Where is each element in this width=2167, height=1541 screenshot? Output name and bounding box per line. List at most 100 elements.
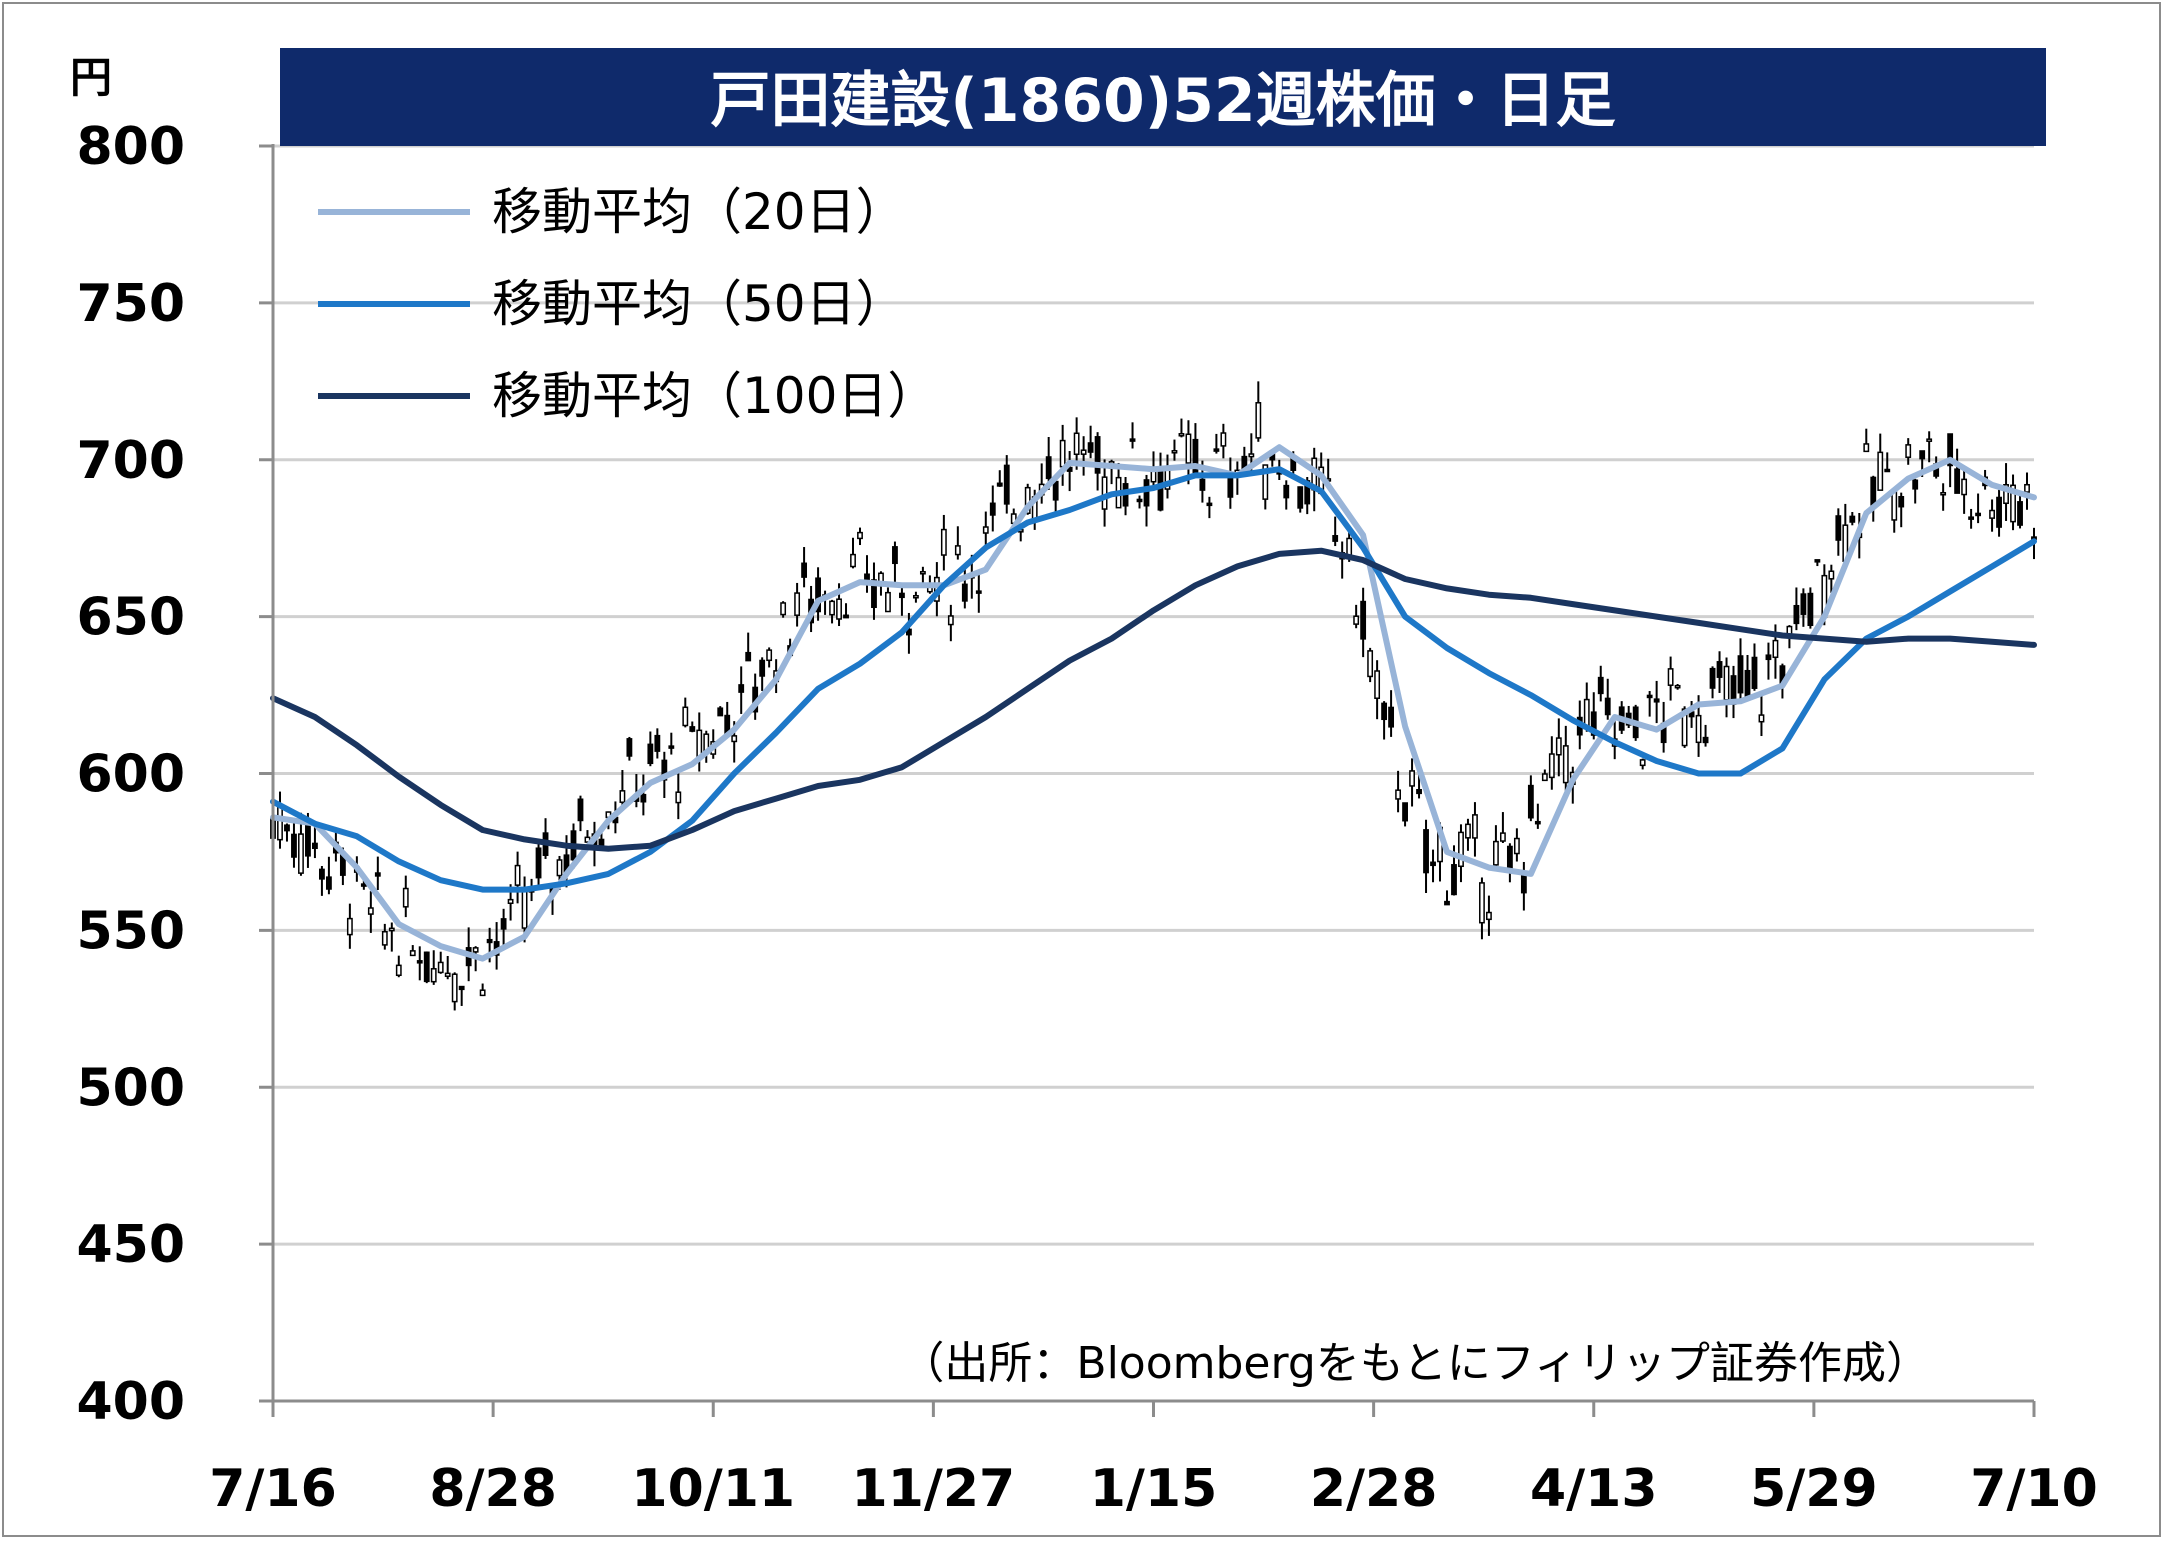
candle-body [1374, 670, 1381, 699]
candle-body [1912, 479, 1919, 490]
candle-body [367, 907, 374, 915]
legend: 移動平均（20日） 移動平均（50日） 移動平均（100日） [318, 183, 937, 425]
y-tick-label: 750 [76, 274, 185, 334]
candle-body [836, 598, 842, 620]
candle-body [982, 526, 989, 534]
y-axis-unit: 円 [70, 53, 112, 102]
x-tick-label: 7/10 [1970, 1459, 2098, 1519]
candle-body [1472, 814, 1478, 839]
candle-body [1681, 708, 1688, 747]
candle-body [1793, 604, 1800, 625]
candle-body [1073, 432, 1080, 456]
candle-body [1199, 478, 1206, 491]
candle-body [1101, 476, 1108, 510]
candle-body [305, 821, 311, 857]
candle-body [1045, 456, 1052, 480]
candle-body [437, 961, 444, 974]
candle-body [430, 968, 437, 983]
candle-body [1262, 464, 1269, 500]
y-tick-label: 650 [76, 588, 185, 648]
y-tick-label: 400 [76, 1372, 185, 1432]
candle-body [1800, 593, 1807, 615]
candle-body [1674, 684, 1681, 689]
candle-body [682, 706, 689, 727]
candle-body [1192, 438, 1199, 474]
candle-body [989, 502, 996, 516]
candle-body [1772, 639, 1779, 659]
candle-body [1402, 802, 1408, 822]
candle-body [668, 745, 675, 749]
moving-average-lines [270, 444, 2037, 962]
candle-body [1835, 515, 1842, 541]
candle-body [319, 868, 325, 880]
y-tick-label: 700 [76, 431, 185, 491]
candle-body [1087, 442, 1094, 453]
candle-body [2017, 501, 2023, 526]
candle-body [1506, 845, 1513, 871]
candle-body [647, 743, 654, 765]
candle-body [850, 553, 856, 568]
candle-body [738, 684, 745, 693]
candle-body [899, 592, 905, 599]
candle-body [1737, 655, 1744, 694]
candle-body [815, 577, 821, 613]
candle-body [1534, 820, 1541, 825]
source-note: （出所：Bloombergをもとにフィリップ証券作成） [900, 1338, 1930, 1389]
candle-body [1479, 882, 1485, 924]
candle-body [284, 824, 290, 832]
candle-body [1332, 535, 1339, 542]
candle-body [1486, 911, 1492, 921]
candle-body [374, 872, 381, 877]
candle-body [1052, 480, 1059, 501]
candle-body [1604, 697, 1611, 716]
candle-body [794, 592, 801, 616]
candle-body [1849, 515, 1856, 523]
y-tick-labels: 800 750 700 650 600 550 500 450 400 [76, 117, 185, 1432]
candle-body [1136, 498, 1143, 503]
candle-body [1493, 840, 1499, 866]
x-tick-label: 11/27 [852, 1459, 1016, 1519]
candle-body [829, 600, 835, 616]
candle-body [1220, 432, 1227, 447]
candle-body [1989, 509, 1995, 519]
candle-body [1877, 451, 1884, 491]
candle-body [577, 798, 584, 822]
candle-body [1157, 470, 1164, 511]
x-tick-label: 5/29 [1750, 1459, 1878, 1519]
candle-body [1898, 496, 1905, 508]
candle-body [1947, 433, 1954, 467]
candle-body [514, 864, 521, 886]
candle-body [1451, 864, 1457, 896]
candle-body [2003, 484, 2009, 505]
candle-body [298, 833, 304, 874]
y-tick-label: 550 [76, 901, 185, 961]
candle-body [1555, 737, 1562, 756]
candle-body [975, 590, 982, 594]
candle-body [717, 707, 724, 717]
candle-body [1639, 759, 1646, 767]
candle-body [1059, 439, 1066, 468]
candle-body [1926, 438, 1933, 442]
candle-body [1444, 900, 1450, 906]
candle-body [906, 628, 912, 636]
candle-body [360, 883, 367, 887]
candle-body [1171, 450, 1178, 454]
candle-body [1653, 698, 1660, 703]
candle-body [388, 927, 395, 932]
candle-body [766, 649, 773, 662]
candle-body [1751, 656, 1758, 689]
x-tick-label: 10/11 [631, 1459, 795, 1519]
y-tick-label: 500 [76, 1058, 185, 1118]
candle-body [1548, 753, 1555, 779]
candle-body [1828, 570, 1835, 580]
candle-body [325, 876, 332, 890]
candle-body [451, 973, 458, 1003]
candle-body [731, 735, 738, 743]
candle-body [1458, 831, 1464, 868]
candle-body [1206, 502, 1213, 507]
candle-body [1814, 559, 1821, 563]
candle-body [1367, 650, 1374, 678]
legend-label: 移動平均（100日） [492, 367, 937, 425]
candle-body [1143, 479, 1150, 507]
